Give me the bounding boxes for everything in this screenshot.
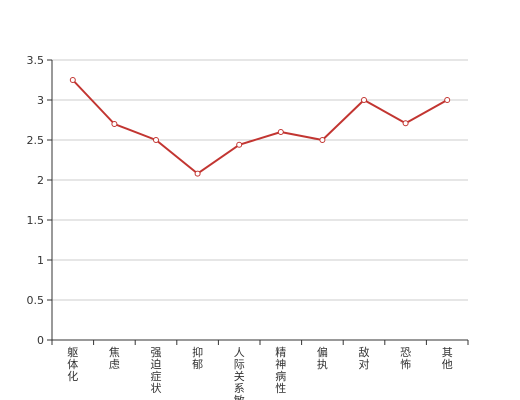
series	[69, 77, 451, 177]
y-tick-label: 3.5	[27, 54, 45, 67]
y-tick-label: 3	[37, 94, 44, 107]
data-point[interactable]	[277, 129, 284, 135]
data-point[interactable]	[444, 97, 451, 103]
data-point[interactable]	[111, 121, 118, 127]
data-point[interactable]	[194, 170, 201, 177]
y-tick-label: 2.5	[27, 134, 45, 147]
x-tick-label: 人际关系敏感	[234, 346, 245, 400]
x-tick-label: 偏执	[317, 345, 328, 371]
data-point[interactable]	[361, 97, 367, 103]
x-tick-label: 精神病性	[275, 346, 286, 395]
x-tick-label: 其他	[442, 346, 453, 371]
data-point[interactable]	[69, 77, 76, 83]
data-point[interactable]	[402, 120, 409, 127]
x-tick-label: 强迫症状	[151, 346, 162, 395]
x-tick-label: 恐怖	[400, 346, 411, 371]
y-tick-label: 2	[37, 174, 44, 187]
y-tick-label: 0.5	[27, 294, 45, 307]
y-tick-label: 1.5	[27, 214, 45, 227]
grid-lines	[52, 59, 468, 301]
data-point[interactable]	[236, 141, 243, 148]
y-axis: 0 0.5 1 1.5 2 2.5 3 3.5	[27, 54, 53, 347]
data-point[interactable]	[153, 137, 159, 143]
x-tick-label: 敌对	[359, 345, 370, 371]
data-point[interactable]	[319, 137, 326, 143]
y-tick-label: 0	[37, 334, 44, 347]
series-line	[72, 79, 448, 175]
x-tick-label: 焦虑	[109, 346, 120, 371]
x-tick-label: 躯体化	[67, 346, 78, 383]
x-tick-label: 抑郁	[192, 345, 203, 371]
x-axis: 躯体化 焦虑 强迫症状 抑郁 人际关系敏感 精神病性 偏执 敌对 恐怖 其他	[51, 339, 469, 400]
y-tick-label: 1	[37, 254, 44, 267]
